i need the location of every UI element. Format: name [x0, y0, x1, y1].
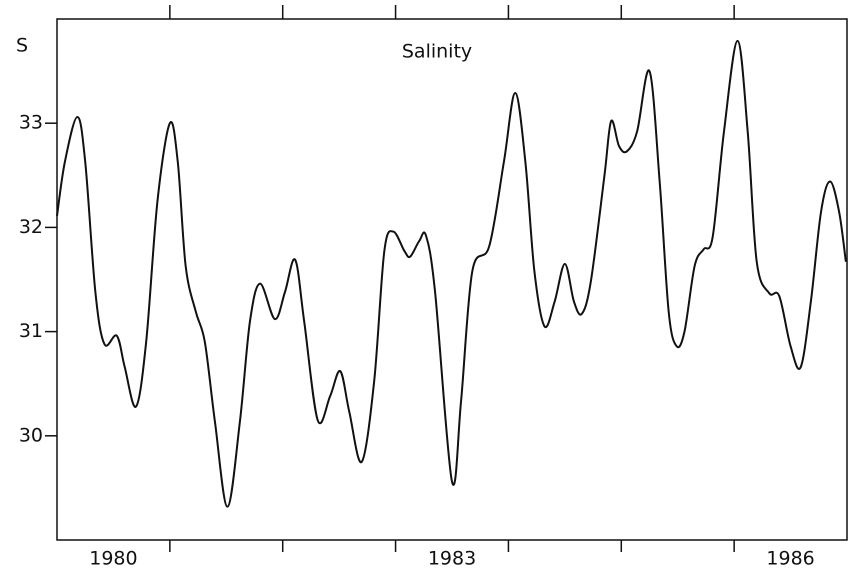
y-tick-label: 30 [19, 424, 43, 446]
x-tick-label: 1983 [428, 548, 476, 570]
x-tick-label: 1986 [766, 548, 814, 570]
y-tick-label: 32 [19, 216, 43, 238]
y-axis-label: S [16, 35, 28, 57]
y-tick-label: 31 [19, 320, 43, 342]
salinity-line [56, 39, 847, 508]
x-tick-label: 1980 [89, 548, 137, 570]
chart-title: Salinity [402, 41, 472, 63]
plot-frame [56, 18, 848, 541]
y-tick-label: 33 [19, 112, 43, 134]
